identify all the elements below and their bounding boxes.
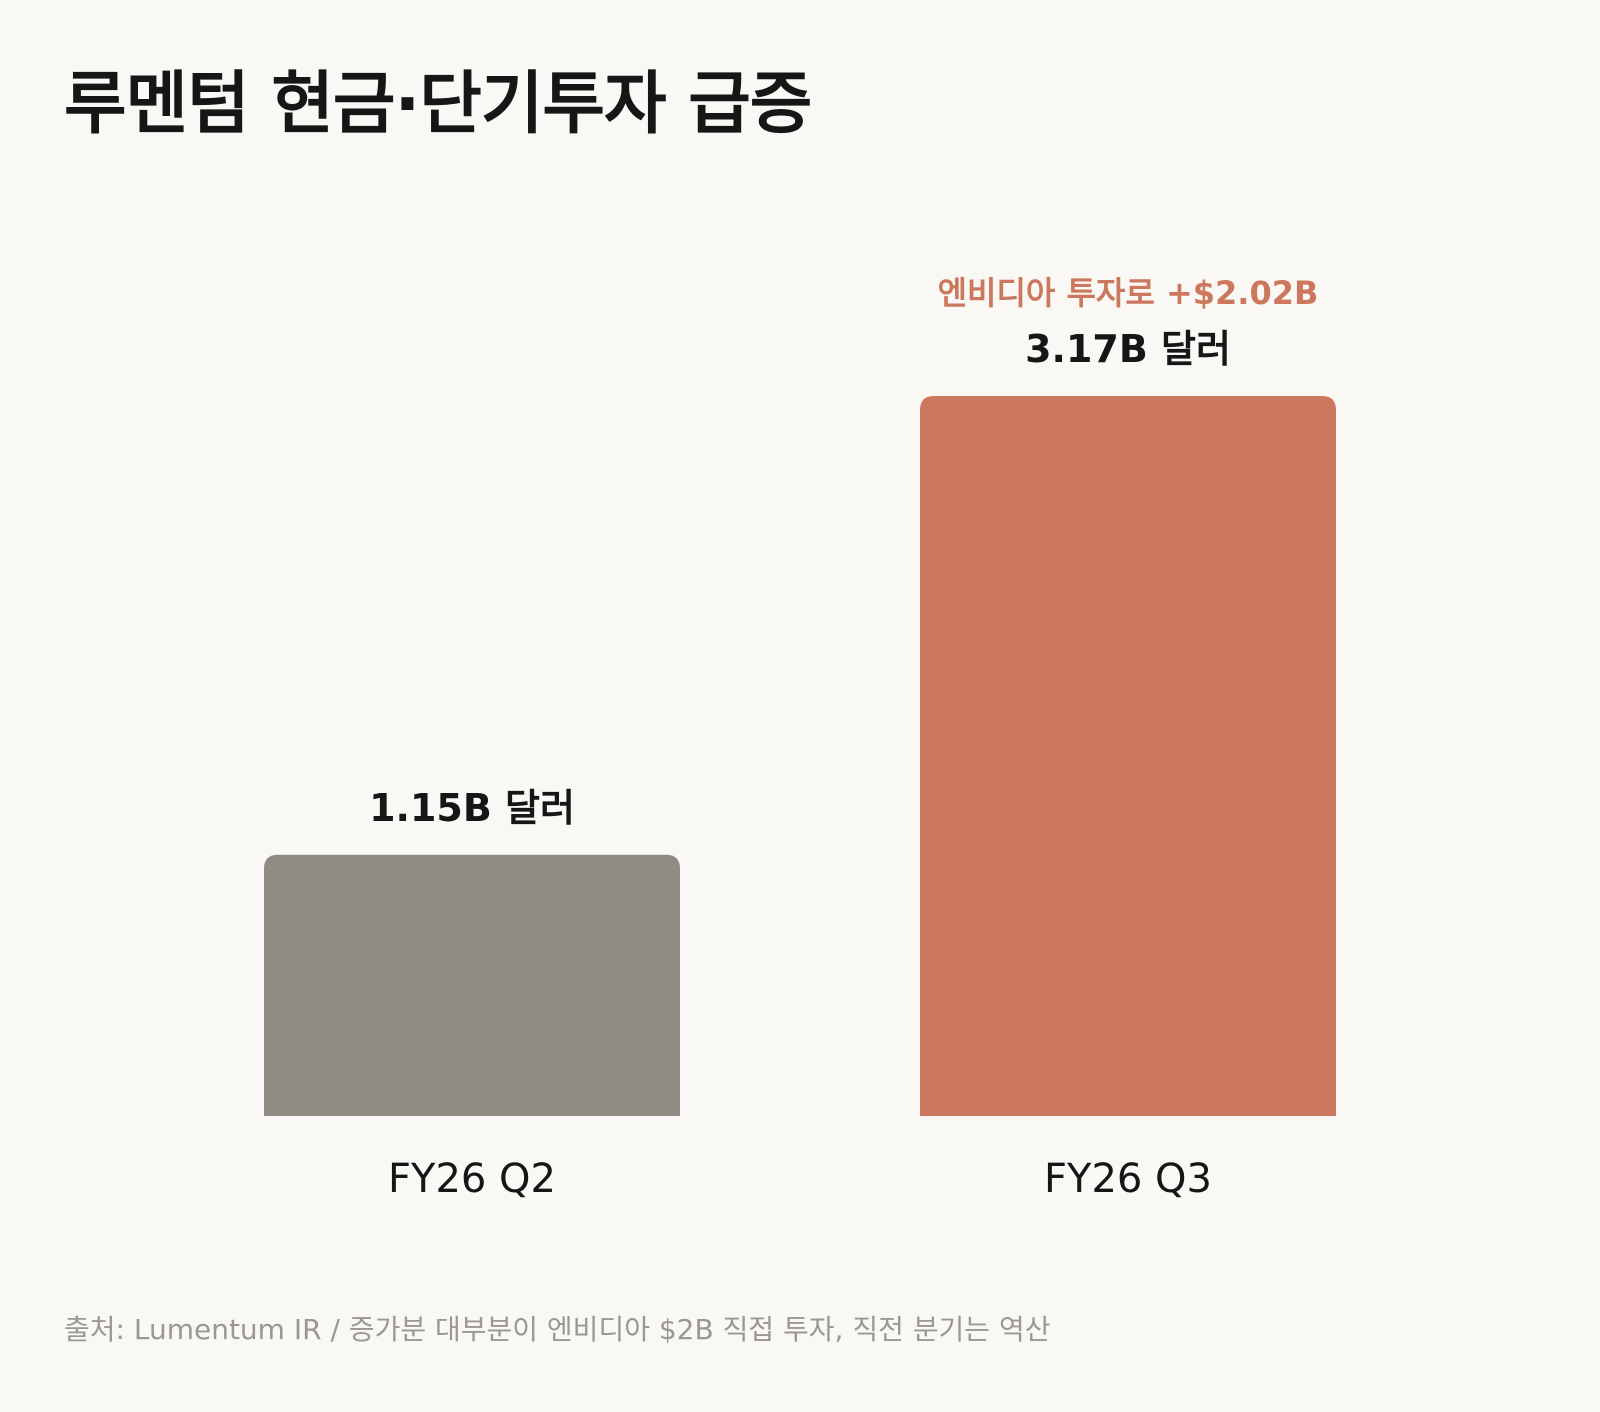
category-label-2: FY26 Q3 — [1044, 1156, 1212, 1202]
value-label-1: 1.15B 달러 — [369, 786, 575, 830]
bar-2 — [920, 396, 1336, 1116]
bar-1 — [264, 854, 680, 1116]
category-label-1: FY26 Q2 — [388, 1156, 556, 1202]
chart-title: 루멘텀 현금·단기투자 급증 — [64, 65, 812, 144]
annotation-1: 엔비디아 투자로 +$2.02B — [938, 274, 1319, 312]
source-note: 출처: Lumentum IR / 증가분 대부분이 엔비디아 $2B 직접 투… — [64, 1313, 1051, 1346]
value-label-2: 3.17B 달러 — [1025, 327, 1231, 371]
